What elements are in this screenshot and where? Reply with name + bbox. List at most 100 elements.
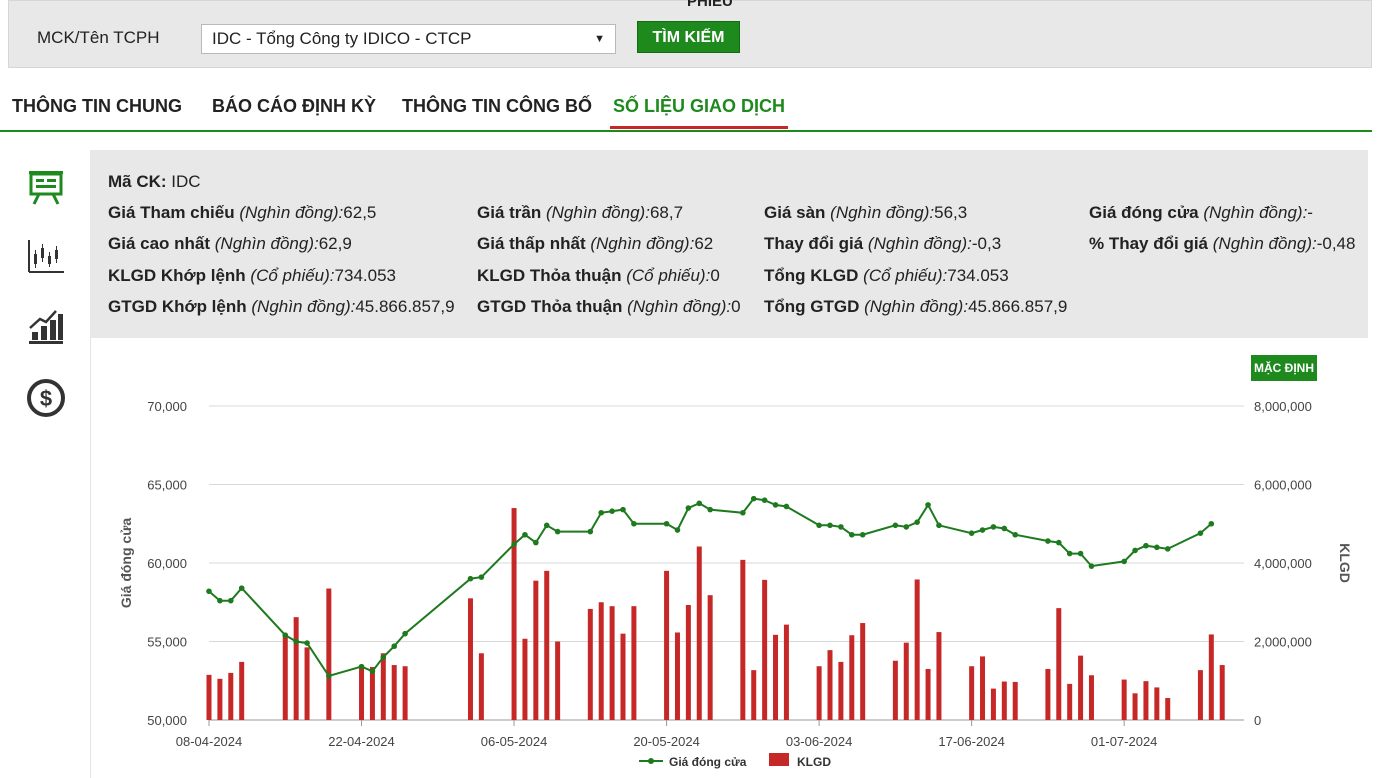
volume-bar [380, 653, 386, 720]
price-point [848, 531, 855, 538]
tab-disclosures[interactable]: THÔNG TIN CÔNG BỐ [402, 96, 592, 116]
legend-label: Giá đóng cửa [669, 755, 747, 769]
price-point [707, 506, 713, 513]
y-tick-label: 60,000 [147, 556, 187, 571]
price-point [674, 527, 681, 533]
volume-bar [990, 688, 996, 720]
candlestick-chart-icon[interactable] [26, 236, 66, 276]
presentation-chart-icon[interactable] [26, 166, 66, 206]
price-point [402, 630, 408, 637]
volume-bar [533, 580, 539, 720]
volume-bar [914, 579, 920, 720]
volume-bar [1001, 681, 1007, 720]
price-point [620, 506, 626, 513]
price-point [543, 522, 550, 529]
volume-bar [969, 666, 975, 720]
tab-general-info[interactable]: THÔNG TIN CHUNG [12, 96, 182, 116]
default-view-button[interactable]: MẶC ĐỊNH [1251, 355, 1317, 381]
volume-bar [304, 647, 310, 720]
volume-bar [282, 633, 288, 720]
volume-bar [631, 606, 637, 720]
volume-bar [1143, 681, 1149, 720]
volume-bar [555, 641, 561, 720]
price-point [859, 531, 866, 538]
volume-bar [359, 665, 365, 720]
volume-bar [1154, 687, 1160, 720]
volume-bar [522, 638, 528, 720]
dollar-coin-icon[interactable]: $ [26, 378, 66, 418]
info-ma-ck: Mã CK: IDC [108, 172, 201, 191]
price-point [1055, 539, 1062, 546]
y-tick-label: 55,000 [147, 635, 187, 650]
price-point [1143, 542, 1149, 549]
price-point [936, 522, 942, 529]
volume-bar [369, 667, 375, 720]
search-bar: PHIẾU MCK/Tên TCPH IDC - Tổng Công ty ID… [8, 0, 1372, 68]
price-point [380, 654, 387, 660]
volume-bar [816, 666, 822, 720]
volume-bar [751, 670, 757, 720]
volume-bar [1132, 693, 1138, 720]
stock-code-label: MCK/Tên TCPH [37, 28, 160, 47]
volume-bar [587, 608, 593, 720]
volume-bar [838, 661, 844, 720]
price-point [1066, 550, 1073, 557]
price-point [217, 597, 223, 604]
info-item: Giá đóng cửa (Nghìn đồng):- [1089, 203, 1313, 222]
price-point [206, 588, 212, 595]
volume-bar [609, 606, 615, 720]
y2-tick-label: 6,000,000 [1254, 478, 1312, 493]
search-button[interactable]: TÌM KIẾM [637, 21, 740, 53]
price-point [1164, 546, 1171, 552]
volume-bar [740, 559, 746, 720]
volume-bar [1208, 634, 1214, 720]
caret-down-icon: ▼ [594, 33, 605, 45]
volume-bar [1165, 698, 1171, 720]
price-point [1088, 563, 1095, 569]
volume-bar [1088, 675, 1094, 720]
price-point [685, 505, 692, 511]
y2-tick-label: 8,000,000 [1254, 399, 1312, 414]
partial-section-title: PHIẾU [687, 0, 733, 10]
volume-bar [1219, 665, 1225, 720]
price-point [391, 643, 398, 650]
y-axis-title: Giá đóng cửa [118, 518, 134, 608]
stock-select[interactable]: IDC - Tổng Công ty IDICO - CTCP ▼ [201, 24, 616, 54]
y-tick-label: 65,000 [147, 478, 187, 493]
price-point [478, 574, 485, 580]
price-point [1045, 538, 1051, 544]
price-point [761, 497, 768, 503]
growth-chart-icon[interactable] [26, 306, 66, 346]
price-point [598, 509, 605, 516]
price-point [609, 508, 615, 514]
tab-periodic-reports[interactable]: BÁO CÁO ĐỊNH KỲ [212, 96, 377, 116]
volume-bar [228, 672, 234, 720]
price-point [827, 522, 833, 529]
x-tick-label: 08-04-2024 [176, 734, 243, 749]
price-point [892, 522, 899, 529]
volume-bar [326, 588, 332, 720]
price-point [696, 500, 703, 507]
tab-trading-data[interactable]: SỐ LIỆU GIAO DỊCH [610, 96, 789, 129]
price-point [838, 524, 844, 530]
price-point [1208, 520, 1215, 527]
volume-bar [467, 598, 473, 720]
volume-bar [936, 632, 942, 720]
price-point [533, 539, 539, 546]
volume-bar [239, 661, 245, 720]
volume-bar [1197, 670, 1203, 720]
price-point [740, 509, 746, 516]
y2-tick-label: 4,000,000 [1254, 556, 1312, 571]
price-point [990, 524, 997, 530]
price-point [772, 502, 779, 508]
price-volume-chart: 50,000 55,000 60,000 65,000 70,000 0 2,000,000… [118, 399, 1353, 769]
price-point [925, 502, 931, 508]
volume-bar [402, 666, 408, 720]
stock-info-panel: Mã CK: IDC Giá Tham chiếu (Nghìn đồng):6… [90, 150, 1368, 338]
legend-line-marker [648, 758, 654, 764]
price-point [467, 575, 474, 582]
volume-bar [783, 624, 789, 720]
price-point [1121, 558, 1127, 565]
price-point [1001, 525, 1008, 532]
volume-bar [206, 674, 212, 720]
